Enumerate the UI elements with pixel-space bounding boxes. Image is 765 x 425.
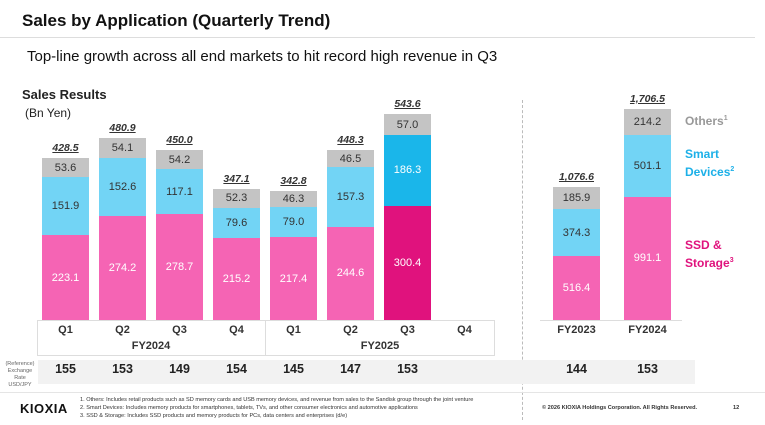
annual-tick: FY2023 — [557, 324, 596, 336]
legend-ssd-label-2: Storage — [685, 256, 730, 270]
exchange-label-3: USD/JPY — [8, 382, 32, 388]
quarterly-bar-smart: 151.9 — [42, 177, 89, 236]
exchange-rate-value: 145 — [283, 362, 304, 376]
footnote-ref: 3 — [729, 257, 734, 264]
quarterly-tick: Q4 — [229, 324, 244, 336]
chart-title: Sales Results — [22, 87, 107, 102]
quarterly-total-label: 480.9 — [109, 122, 136, 135]
quarterly-bar-smart: 117.1 — [156, 169, 203, 214]
quarterly-tick: Q2 — [343, 324, 358, 336]
quarterly-bar-ssd: 244.6 — [327, 226, 374, 320]
footer-divider — [0, 392, 765, 393]
quarterly-bar-smart: 152.6 — [99, 157, 146, 216]
annual-bar-others: 214.2 — [624, 108, 671, 135]
quarterly-bar-others: 52.3 — [213, 187, 260, 208]
quarterly-total-label: 543.6 — [394, 98, 421, 111]
quarterly-bar-ssd: 300.4 — [384, 205, 431, 320]
exchange-label-1: (Reference) — [5, 361, 35, 367]
exchange-rate-value: 154 — [226, 362, 247, 376]
page-subtitle: Top-line growth across all end markets t… — [27, 48, 498, 65]
exchange-rate-value: 153 — [112, 362, 133, 376]
exchange-rate-value: 153 — [397, 362, 418, 376]
quarterly-bar-ssd: 278.7 — [156, 213, 203, 320]
quarterly-bar-ssd: 274.2 — [99, 215, 146, 320]
chart-unit: (Bn Yen) — [25, 106, 72, 120]
x-axis-table — [37, 320, 495, 356]
footnote-ref: 1 — [723, 115, 728, 122]
legend-smart-devices: Smart Devices2 — [685, 147, 734, 180]
footnote-3: 3. SSD & Storage: Includes SSD products … — [80, 413, 348, 419]
quarterly-tick: Q1 — [286, 324, 301, 336]
quarterly-bar-others: 46.3 — [270, 189, 317, 208]
exchange-rate-value: 149 — [169, 362, 190, 376]
quarterly-tick: Q3 — [400, 324, 415, 336]
quarterly-tick: Q4 — [457, 324, 472, 336]
quarterly-tick: Q2 — [115, 324, 130, 336]
dashed-separator — [522, 100, 523, 420]
quarterly-bar-smart: 79.0 — [270, 207, 317, 238]
quarterly-total-label: 450.0 — [166, 133, 193, 146]
annual-bar-smart: 501.1 — [624, 134, 671, 197]
legend-ssd-label-1: SSD & — [685, 238, 722, 252]
x-axis-annual — [540, 320, 682, 340]
page-number: 12 — [733, 405, 740, 411]
exchange-rate-value: 155 — [55, 362, 76, 376]
quarterly-bar-others: 54.2 — [156, 148, 203, 170]
exchange-rate-label: (Reference) Exchange Rate USD/JPY — [2, 361, 38, 389]
quarterly-bar-ssd: 217.4 — [270, 237, 317, 320]
quarterly-bar-ssd: 215.2 — [213, 238, 260, 320]
legend-ssd-storage: SSD & Storage3 — [685, 238, 734, 271]
divider — [0, 37, 755, 38]
quarterly-bar-ssd: 223.1 — [42, 235, 89, 320]
annual-bar-ssd: 991.1 — [624, 196, 671, 320]
quarterly-bar-smart: 186.3 — [384, 134, 431, 206]
quarterly-bar-others: 46.5 — [327, 149, 374, 168]
annual-total-label: 1,076.6 — [558, 171, 595, 184]
annual-total-label: 1,706.5 — [629, 93, 666, 105]
legend-others-label: Others — [685, 114, 724, 128]
quarterly-bar-smart: 79.6 — [213, 207, 260, 239]
legend-smart-label-2: Devices — [685, 165, 731, 179]
group-label-fy2024: FY2024 — [131, 340, 171, 352]
quarterly-total-label: 342.8 — [280, 174, 307, 187]
quarterly-total-label: 448.3 — [337, 134, 364, 147]
quarterly-tick: Q1 — [58, 324, 73, 336]
kioxia-logo: KIOXIA — [20, 401, 68, 416]
annual-bar-smart: 374.3 — [553, 209, 600, 256]
quarterly-total-label: 347.1 — [223, 172, 250, 185]
page-title: Sales by Application (Quarterly Trend) — [22, 11, 331, 30]
exchange-rate-value: 153 — [637, 362, 658, 376]
copyright: © 2026 KIOXIA Holdings Corporation. All … — [542, 405, 698, 411]
quarterly-bar-smart: 157.3 — [327, 167, 374, 227]
legend-others: Others1 — [685, 111, 728, 129]
exchange-rate-value: 144 — [566, 362, 587, 376]
quarterly-bar-others: 54.1 — [99, 137, 146, 158]
exchange-rate-value: 147 — [340, 362, 361, 376]
footnote-1: 1. Others: Includes retail products such… — [80, 397, 474, 403]
footnote-ref: 2 — [730, 166, 735, 173]
quarterly-tick: Q3 — [172, 324, 187, 336]
group-label-fy2025: FY2025 — [360, 340, 400, 352]
exchange-label-2: Exchange Rate — [7, 368, 33, 381]
quarterly-total-label: 428.5 — [52, 141, 79, 154]
annual-bar-others: 185.9 — [553, 186, 600, 210]
annual-tick: FY2024 — [628, 324, 667, 336]
quarterly-bar-others: 53.6 — [42, 156, 89, 178]
exchange-rate-row — [38, 360, 695, 384]
footnote-2: 2. Smart Devices: Includes memory produc… — [80, 405, 418, 411]
axis-divider — [265, 320, 266, 356]
quarterly-bar-others: 57.0 — [384, 113, 431, 135]
legend-smart-label-1: Smart — [685, 147, 720, 161]
annual-bar-ssd: 516.4 — [553, 255, 600, 320]
